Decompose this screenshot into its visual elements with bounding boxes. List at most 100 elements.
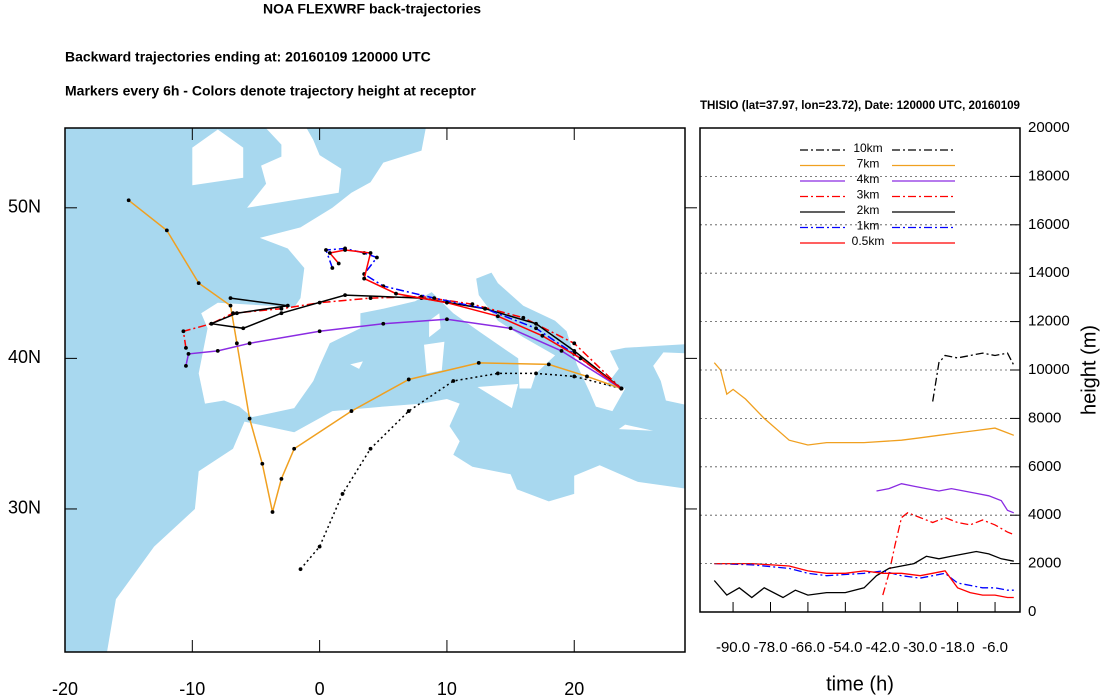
axes: -20 -10 0 10 20 30N 40N 50N THISIO (lat=37.97, l…	[8, 100, 1100, 699]
legend-label: 7km	[857, 157, 880, 171]
trajectory-marker	[572, 341, 577, 346]
trajectory-marker	[317, 544, 322, 549]
trajectory-marker	[495, 314, 500, 319]
y-tick-label: 40N	[8, 347, 41, 367]
trajectory-marker	[279, 476, 284, 481]
trajectory-marker	[432, 296, 437, 301]
y-tick-label: 4000	[1028, 506, 1061, 523]
trajectory-marker	[228, 303, 233, 308]
x-tick-label: 10	[437, 679, 457, 699]
subtitle: Backward trajectories ending at: 2016010…	[65, 49, 431, 65]
y-tick-label: 2000	[1028, 555, 1061, 572]
y-tick-label: 8000	[1028, 409, 1061, 426]
x-tick-label: -42.0	[866, 639, 900, 656]
trajectories	[126, 198, 624, 572]
trajectory-marker	[279, 311, 284, 316]
trajectory-marker	[572, 374, 577, 379]
trajectory-marker	[534, 321, 538, 326]
trajectory-marker	[343, 293, 347, 298]
trajectory-marker	[324, 248, 328, 252]
trajectory-line	[299, 372, 622, 570]
trajectory-marker	[196, 281, 201, 285]
trajectory-marker	[260, 461, 265, 466]
trajectory-line	[128, 199, 622, 513]
legend-label: 0.5km	[852, 234, 885, 248]
trajectory-marker	[126, 198, 131, 203]
trajectory-marker	[270, 510, 275, 514]
y-tick-label: 12000	[1028, 313, 1070, 330]
trajectory-marker	[234, 341, 239, 346]
y-tick-label: 6000	[1028, 458, 1061, 475]
y-tick-label: 16000	[1028, 216, 1070, 233]
trajectory-marker	[340, 491, 345, 496]
trajectory-marker	[470, 302, 475, 307]
x-tick-label: -6.0	[982, 639, 1008, 656]
map-frame	[64, 127, 686, 653]
trajectory-marker	[234, 311, 239, 316]
height-lines	[713, 352, 1015, 599]
trajectory-marker	[181, 329, 186, 334]
trajectory-marker	[578, 356, 583, 361]
land-area	[477, 384, 519, 409]
trajectory-marker	[279, 306, 284, 311]
trajectory-marker	[343, 248, 347, 252]
land-area	[247, 128, 342, 208]
trajectory-line	[932, 352, 1015, 402]
trajectory-marker	[336, 261, 341, 266]
trajectory-line	[185, 318, 622, 390]
x-tick-label: -54.0	[828, 639, 862, 656]
figure-title: NOA FLEXWRF back-trajectories	[263, 1, 481, 17]
land-area	[350, 361, 363, 369]
land-area	[618, 424, 654, 431]
land-area	[107, 399, 685, 652]
trajectory-marker	[375, 255, 379, 260]
x-tick-label: -66.0	[791, 639, 825, 656]
trajectory-marker	[368, 296, 373, 301]
trajectory-marker	[406, 409, 411, 413]
legend-label: 1km	[857, 219, 880, 233]
trajectory-line	[714, 562, 1014, 591]
trajectory-marker	[483, 306, 488, 311]
trajectory-marker	[619, 386, 624, 391]
trajectory-marker	[215, 348, 220, 353]
y-axis-label: height (m)	[1078, 325, 1100, 415]
land-area	[653, 352, 685, 405]
trajectory-marker	[540, 333, 545, 338]
y-tick-label: 14000	[1028, 264, 1070, 281]
note: Markers every 6h - Colors denote traject…	[65, 83, 476, 99]
y-tick-label: 20000	[1028, 119, 1070, 136]
trajectory-marker	[327, 251, 332, 255]
x-tick-label: -18.0	[941, 639, 975, 656]
trajectory-marker	[184, 364, 188, 368]
x-tick-label: -78.0	[753, 639, 787, 656]
x-tick-label: 20	[564, 679, 584, 699]
trajectory-marker	[476, 360, 481, 365]
trajectory-marker	[285, 303, 290, 308]
trajectory-marker	[330, 266, 335, 270]
trajectory-line	[713, 550, 1014, 599]
trajectory-line	[324, 247, 622, 390]
trajectory-marker	[546, 362, 551, 367]
trajectory-line	[208, 294, 622, 390]
trajectory-marker	[349, 409, 354, 413]
trajectory-marker	[368, 446, 373, 451]
trajectory-marker	[445, 300, 449, 305]
trajectory-marker	[368, 251, 373, 255]
trajectory-marker	[495, 371, 500, 376]
trajectory-marker	[451, 379, 456, 383]
trajectory-marker	[381, 321, 386, 326]
x-tick-label: -10	[179, 679, 205, 699]
trajectory-line	[876, 483, 1015, 514]
trajectory-marker	[508, 326, 513, 331]
y-tick-label: 18000	[1028, 167, 1070, 184]
trajectory-marker	[534, 326, 538, 331]
legend-label: 3km	[857, 188, 880, 202]
panel-title: THISIO (lat=37.97, lon=23.72), Date: 120…	[700, 100, 1020, 112]
trajectory-marker	[241, 326, 246, 331]
trajectory-marker	[228, 296, 233, 301]
x-tick-label: -20	[52, 679, 78, 699]
trajectory-marker	[394, 291, 398, 296]
trajectory-marker	[247, 341, 252, 346]
y-tick-label: 10000	[1028, 361, 1070, 378]
